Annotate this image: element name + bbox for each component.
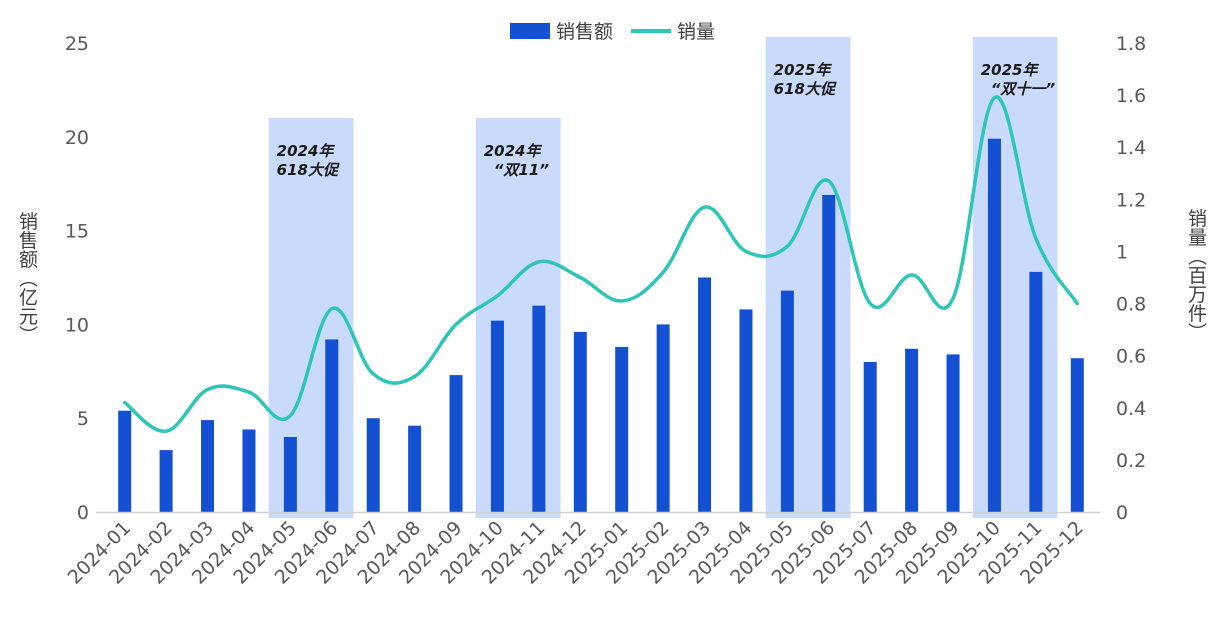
bar	[739, 309, 753, 512]
y-right-tick-label: 1.4	[1116, 137, 1146, 159]
highlight-band	[765, 37, 851, 518]
bar	[490, 320, 504, 512]
bar	[615, 346, 629, 512]
y-right-tick-label: 0	[1116, 502, 1128, 524]
bar	[905, 348, 919, 512]
y-right-tick-label: 1	[1116, 241, 1128, 263]
series-line-volume	[122, 95, 1080, 433]
y-right-tick-label: 0.2	[1116, 450, 1146, 472]
y-right-tick-label: 0.6	[1116, 346, 1146, 368]
legend-label-sales: 销售额	[556, 21, 613, 43]
y-right-tick-label: 0.8	[1116, 294, 1146, 316]
y-right-tick-label: 0.4	[1116, 398, 1146, 420]
bar	[863, 361, 877, 512]
bar	[242, 429, 256, 512]
bar	[283, 436, 297, 512]
y-right-tick-label: 1.2	[1116, 189, 1146, 211]
bar	[946, 354, 960, 512]
bar	[532, 305, 546, 512]
bar	[1070, 358, 1084, 512]
annotation-text: 2025年	[774, 61, 833, 79]
bar	[698, 277, 712, 512]
annotation-text: 618大促	[774, 80, 837, 98]
annotation-text: 2024年	[484, 142, 543, 160]
legend-label-volume: 销量	[677, 21, 715, 43]
y-left-tick-label: 10	[65, 314, 89, 336]
y-right-tick-label: 1.8	[1116, 33, 1146, 55]
annotation-text: “双11”	[494, 161, 550, 179]
legend: 销售额 销量	[510, 21, 715, 43]
bar	[366, 418, 380, 512]
bar	[325, 339, 339, 512]
bar	[656, 324, 670, 512]
y-axis-left-title: 销售额（亿元）	[16, 211, 38, 344]
annotation-text: 2024年	[277, 142, 336, 160]
bar	[159, 450, 173, 512]
bar	[201, 420, 215, 512]
y-right-tick-label: 1.6	[1116, 85, 1146, 107]
highlight-band	[475, 118, 561, 518]
y-left-tick-label: 5	[77, 408, 89, 430]
bar	[1029, 271, 1043, 512]
annotation-text: “双十一”	[991, 80, 1056, 98]
y-axis-right-title: 销量（百万件）	[1185, 208, 1207, 341]
y-left-tick-label: 15	[65, 221, 89, 243]
legend-bar-swatch	[510, 23, 550, 39]
bar	[449, 375, 463, 512]
bar	[780, 290, 794, 512]
bar	[118, 410, 132, 512]
bar	[822, 194, 836, 512]
bar	[408, 425, 422, 512]
bar	[987, 138, 1001, 512]
highlight-band	[972, 37, 1058, 518]
bar	[573, 331, 587, 512]
annotation-text: 2025年	[981, 61, 1040, 79]
y-left-tick-label: 0	[77, 502, 89, 524]
y-left-tick-label: 25	[65, 33, 89, 55]
highlight-band	[268, 118, 354, 518]
y-left-tick-label: 20	[65, 127, 89, 149]
annotation-text: 618大促	[277, 161, 340, 179]
